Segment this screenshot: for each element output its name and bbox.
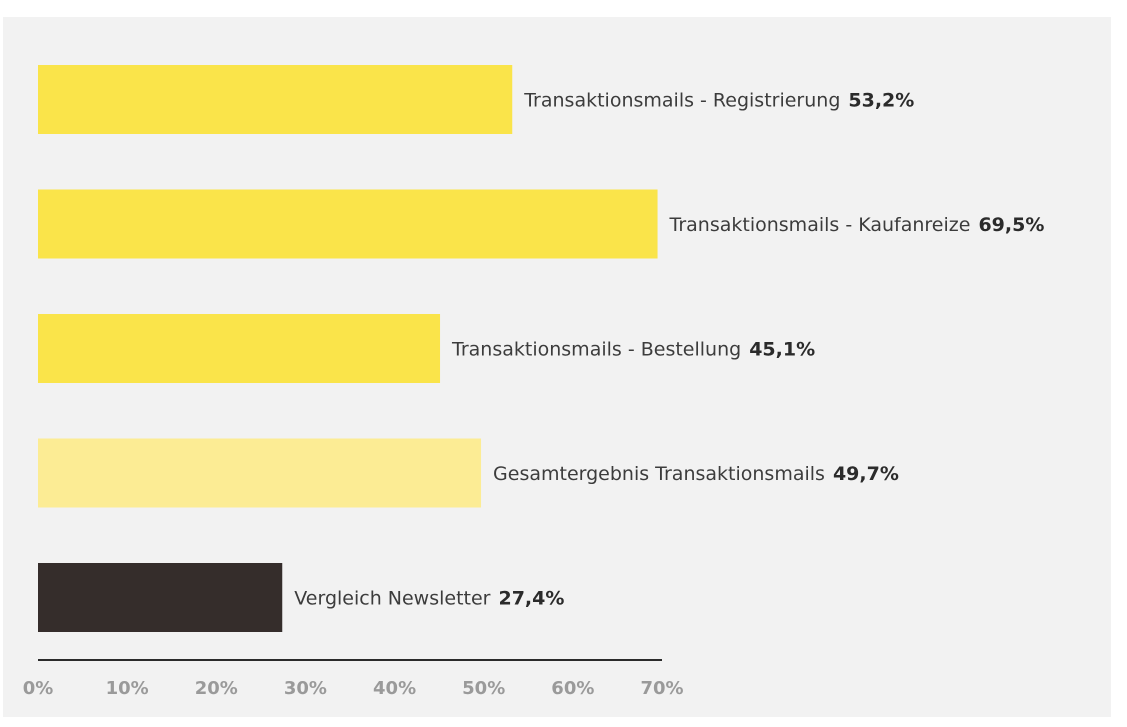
category-label: Transaktionsmails - Bestellung (451, 339, 741, 361)
bar-label-5: Vergleich Newsletter 27,4% (294, 588, 564, 610)
bar-label-1: Transaktionsmails - Registrierung 53,2% (523, 90, 914, 112)
value-label: 53,2% (848, 90, 914, 112)
category-label: Vergleich Newsletter (294, 588, 490, 610)
bar-1 (38, 65, 513, 134)
x-tick-label: 60% (551, 678, 594, 699)
bar-2 (38, 189, 658, 259)
chart-panel: Transaktionsmails - Registrierung 53,2% Tr… (3, 17, 1111, 717)
bar-4 (38, 438, 482, 508)
bar-5 (38, 563, 283, 632)
x-tick-label: 70% (640, 678, 683, 699)
category-label: Gesamtergebnis Transaktionsmails (493, 463, 825, 485)
category-label: Transaktionsmails - Registrierung (523, 90, 840, 112)
labels-layer: Transaktionsmails - Registrierung 53,2%Tr… (294, 90, 1044, 610)
bar-label-2: Transaktionsmails - Kaufanreize 69,5% (669, 214, 1045, 236)
category-label: Transaktionsmails - Kaufanreize (669, 214, 971, 236)
bar-3 (38, 314, 441, 383)
x-tick-label: 40% (373, 678, 416, 699)
value-label: 27,4% (498, 588, 564, 610)
x-tick-label: 30% (284, 678, 327, 699)
bar-label-4: Gesamtergebnis Transaktionsmails 49,7% (493, 463, 899, 485)
x-tick-label: 10% (106, 678, 149, 699)
bars-layer (38, 65, 658, 632)
bar-label-3: Transaktionsmails - Bestellung 45,1% (451, 339, 815, 361)
x-tick-label: 50% (462, 678, 505, 699)
value-label: 69,5% (978, 214, 1044, 236)
value-label: 49,7% (833, 463, 899, 485)
value-label: 45,1% (749, 339, 815, 361)
x-tick-label: 0% (23, 678, 54, 699)
x-tick-label: 20% (195, 678, 238, 699)
x-axis-ticks: 0% 10% 20% 30% 40% 50% 60% 70% (23, 678, 684, 699)
bar-chart: Transaktionsmails - Registrierung 53,2%Tr… (23, 65, 1044, 699)
